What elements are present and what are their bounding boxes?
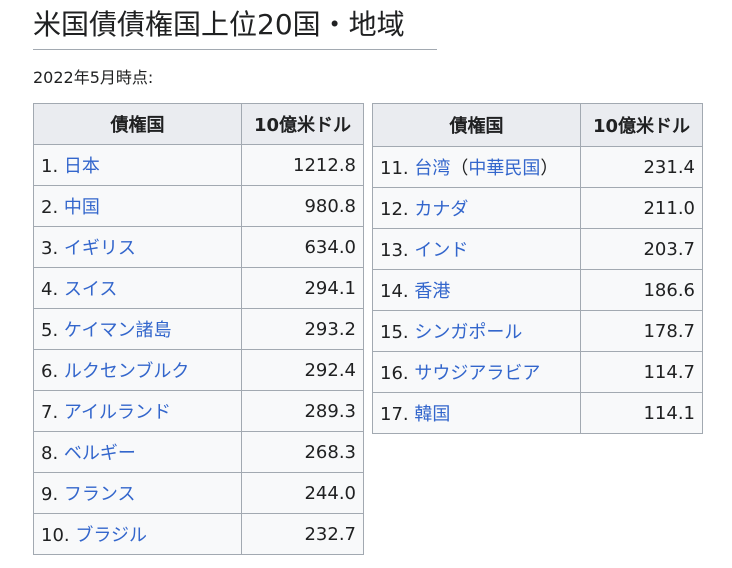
amount-cell: 203.7: [580, 228, 703, 270]
amount-cell: 293.2: [241, 308, 364, 350]
table-caption: 2022年5月時点:: [33, 68, 154, 87]
table-header-row: 債権国 10億米ドル: [372, 103, 703, 147]
table-row: 3. イギリス 634.0: [33, 226, 364, 268]
amount-cell: 114.1: [580, 392, 703, 434]
country-cell: 2. 中国: [33, 185, 242, 227]
country-link[interactable]: 中国: [63, 197, 100, 218]
table-row: 14. 香港 186.6: [372, 269, 703, 311]
table-row: 17. 韓国 114.1: [372, 392, 703, 434]
table-row: 10. ブラジル 232.7: [33, 513, 364, 555]
country-cell: 13. インド: [372, 228, 581, 270]
amount-cell: 186.6: [580, 269, 703, 311]
rank-number: 8.: [41, 443, 59, 464]
country-cell: 4. スイス: [33, 267, 242, 309]
rank-number: 4.: [41, 279, 59, 300]
amount-cell: 114.7: [580, 351, 703, 393]
column-header-country[interactable]: 債権国: [33, 103, 242, 145]
amount-cell: 178.7: [580, 310, 703, 352]
country-link[interactable]: ベルギー: [63, 443, 136, 464]
rank-number: 10.: [41, 525, 70, 546]
country-link[interactable]: 韓国: [414, 404, 451, 425]
country-cell: 6. ルクセンブルク: [33, 349, 242, 391]
table-header-row: 債権国 10億米ドル: [33, 103, 364, 145]
country-cell: 10. ブラジル: [33, 513, 242, 555]
rank-number: 14.: [380, 281, 409, 302]
country-cell: 7. アイルランド: [33, 390, 242, 432]
country-link[interactable]: 日本: [63, 156, 100, 177]
rank-number: 15.: [380, 322, 409, 343]
country-extra-link[interactable]: 中華民国: [468, 158, 541, 179]
rank-number: 17.: [380, 404, 409, 425]
rank-number: 9.: [41, 484, 59, 505]
country-link[interactable]: 香港: [414, 281, 451, 302]
country-link[interactable]: スイス: [63, 279, 118, 300]
amount-cell: 268.3: [241, 431, 364, 473]
country-link[interactable]: アイルランド: [63, 402, 172, 423]
country-cell: 1. 日本: [33, 144, 242, 186]
table-row: 9. フランス 244.0: [33, 472, 364, 514]
table-row: 2. 中国 980.8: [33, 185, 364, 227]
paren-open: （: [450, 158, 469, 179]
rank-number: 2.: [41, 197, 59, 218]
rank-number: 13.: [380, 240, 409, 261]
country-link[interactable]: サウジアラビア: [414, 363, 541, 384]
table-row: 6. ルクセンブルク 292.4: [33, 349, 364, 391]
rank-number: 7.: [41, 402, 59, 423]
table-row: 12. カナダ 211.0: [372, 187, 703, 229]
country-link[interactable]: カナダ: [414, 199, 469, 220]
table-row: 1. 日本 1212.8: [33, 144, 364, 186]
rank-number: 12.: [380, 199, 409, 220]
amount-cell: 294.1: [241, 267, 364, 309]
rank-number: 16.: [380, 363, 409, 384]
country-cell: 3. イギリス: [33, 226, 242, 268]
country-cell: 8. ベルギー: [33, 431, 242, 473]
amount-cell: 292.4: [241, 349, 364, 391]
table-row: 7. アイルランド 289.3: [33, 390, 364, 432]
country-link[interactable]: ケイマン諸島: [63, 320, 172, 341]
amount-cell: 211.0: [580, 187, 703, 229]
rank-number: 11.: [380, 158, 409, 179]
title-divider: [33, 49, 437, 50]
country-cell: 17. 韓国: [372, 392, 581, 434]
table-row: 8. ベルギー 268.3: [33, 431, 364, 473]
country-link[interactable]: 台湾: [414, 158, 451, 179]
amount-cell: 634.0: [241, 226, 364, 268]
amount-cell: 231.4: [580, 146, 703, 188]
amount-cell: 232.7: [241, 513, 364, 555]
country-link[interactable]: シンガポール: [414, 322, 523, 343]
table-row: 13. インド 203.7: [372, 228, 703, 270]
table-row: 16. サウジアラビア 114.7: [372, 351, 703, 393]
column-header-amount[interactable]: 10億米ドル: [580, 103, 703, 147]
amount-cell: 289.3: [241, 390, 364, 432]
country-cell: 12. カナダ: [372, 187, 581, 229]
country-cell: 15. シンガポール: [372, 310, 581, 352]
country-cell: 11. 台湾（中華民国）: [372, 146, 581, 188]
table-row: 15. シンガポール 178.7: [372, 310, 703, 352]
rank-number: 5.: [41, 320, 59, 341]
creditor-table-left: 債権国 10億米ドル 1. 日本 1212.8 2. 中国 980.8 3. イ…: [33, 103, 364, 555]
country-link[interactable]: ブラジル: [75, 525, 148, 546]
table-row: 11. 台湾（中華民国） 231.4: [372, 146, 703, 188]
paren-close: ）: [540, 158, 559, 179]
table-row: 5. ケイマン諸島 293.2: [33, 308, 364, 350]
country-cell: 16. サウジアラビア: [372, 351, 581, 393]
country-cell: 14. 香港: [372, 269, 581, 311]
amount-cell: 1212.8: [241, 144, 364, 186]
column-header-country[interactable]: 債権国: [372, 103, 581, 147]
country-link[interactable]: ルクセンブルク: [63, 361, 190, 382]
column-header-amount[interactable]: 10億米ドル: [241, 103, 364, 145]
rank-number: 6.: [41, 361, 59, 382]
country-link[interactable]: イギリス: [63, 238, 136, 259]
country-link[interactable]: フランス: [63, 484, 136, 505]
creditor-table-right: 債権国 10億米ドル 11. 台湾（中華民国） 231.4 12. カナダ 21…: [372, 103, 703, 434]
amount-cell: 244.0: [241, 472, 364, 514]
amount-cell: 980.8: [241, 185, 364, 227]
page-title: 米国債債権国上位20国・地域: [33, 8, 405, 41]
country-cell: 9. フランス: [33, 472, 242, 514]
country-link[interactable]: インド: [414, 240, 469, 261]
rank-number: 1.: [41, 156, 59, 177]
table-row: 4. スイス 294.1: [33, 267, 364, 309]
rank-number: 3.: [41, 238, 59, 259]
country-cell: 5. ケイマン諸島: [33, 308, 242, 350]
